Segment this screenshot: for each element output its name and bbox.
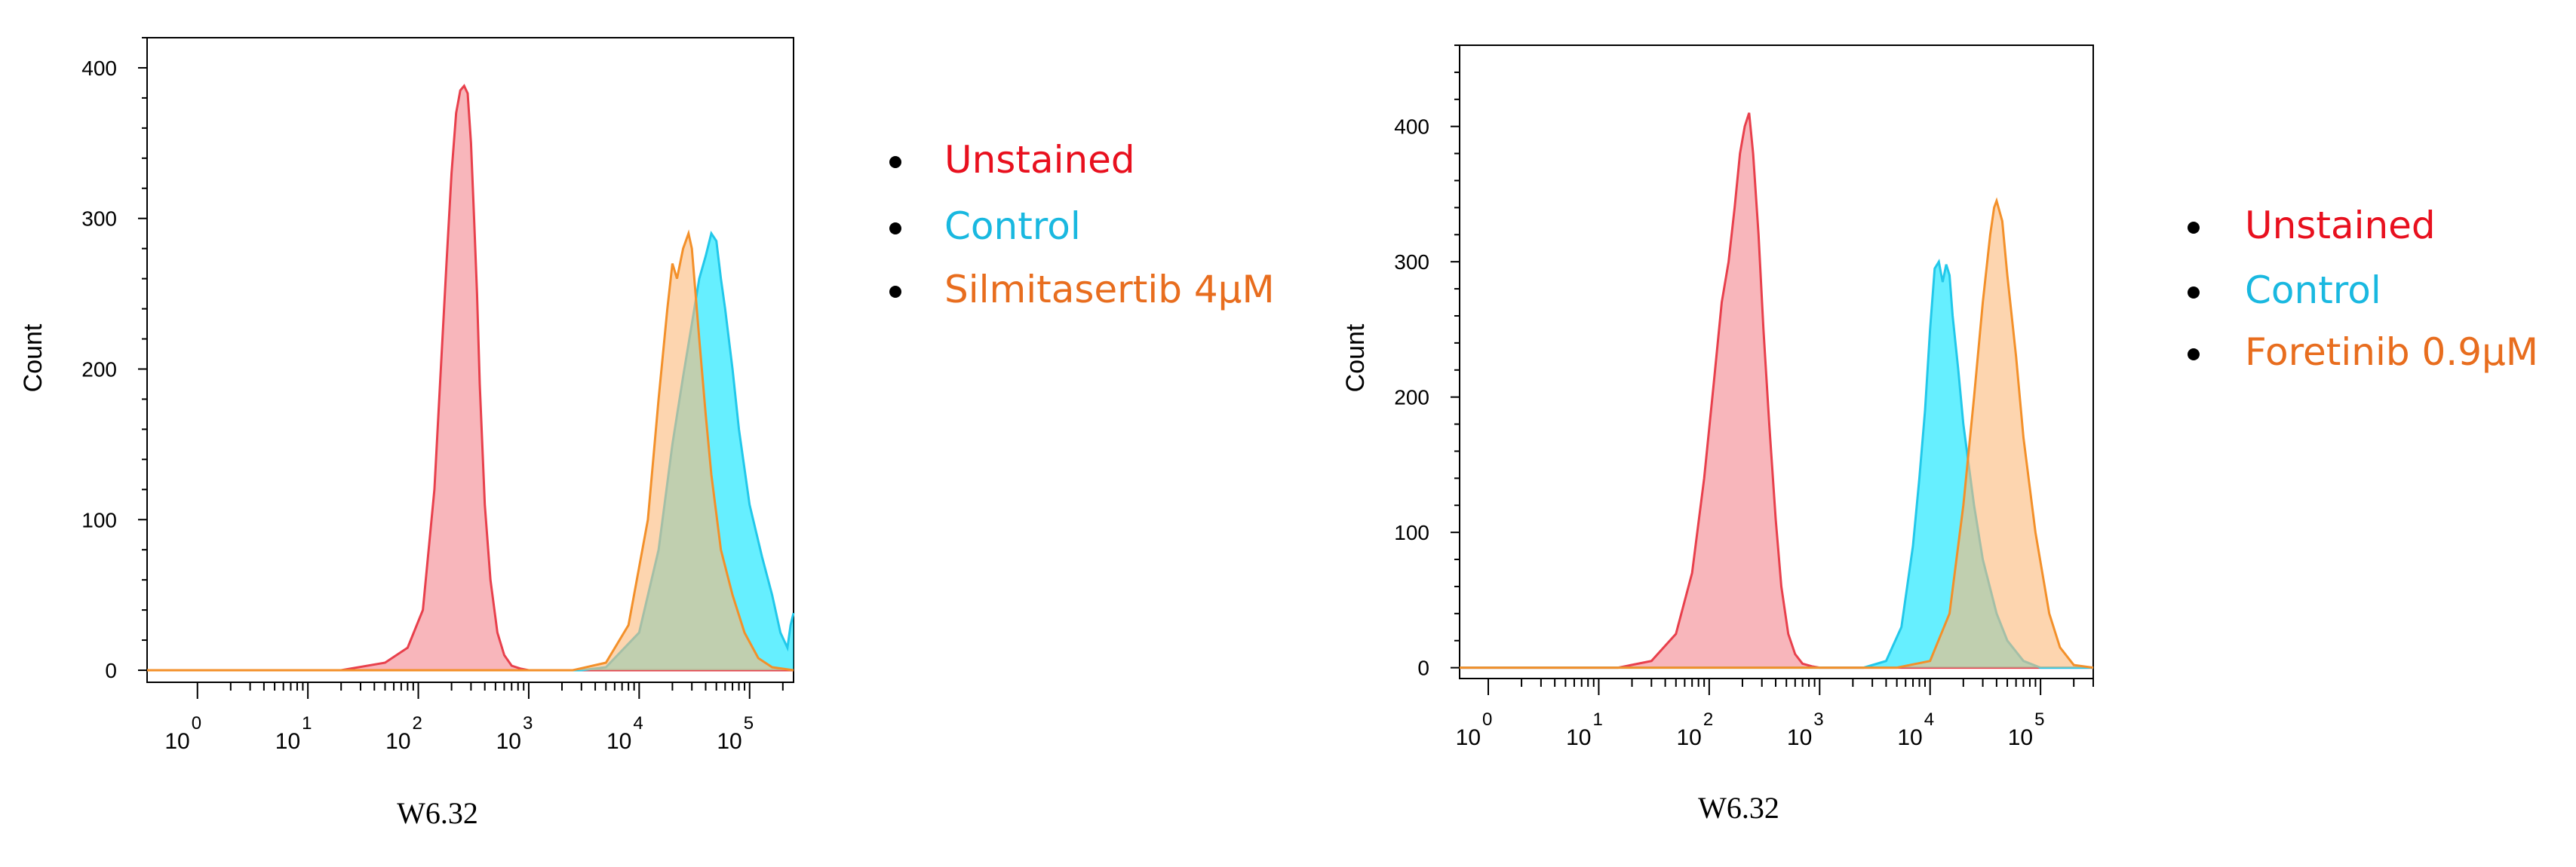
x-tick-exponent: 0 [192, 713, 201, 734]
series-line-unstained [147, 84, 794, 672]
legend-label-control: Control [2245, 268, 2381, 312]
x-tick-exponent: 0 [1482, 709, 1492, 730]
legend-label-unstained: Unstained [944, 138, 1135, 182]
legend-bullet [2188, 286, 2200, 299]
x-tick-exponent: 4 [633, 713, 643, 734]
x-tick-label: 10 [275, 729, 300, 754]
legend-item: Unstained [2188, 204, 2436, 247]
series-area-control [1460, 262, 2093, 668]
x-tick-label: 10 [1566, 725, 1591, 750]
x-tick-label: 10 [1456, 725, 1481, 750]
x-tick-exponent: 4 [1924, 709, 1934, 730]
x-tick-exponent: 2 [413, 713, 422, 734]
x-tick-exponent: 2 [1703, 709, 1713, 730]
x-tick-exponent: 3 [523, 713, 533, 734]
x-tick-exponent: 5 [744, 713, 754, 734]
y-tick-label: 400 [81, 57, 117, 80]
legend-bullet [889, 222, 901, 234]
series-area-unstained [147, 85, 794, 670]
y-axis-label: Count [1341, 323, 1370, 392]
x-tick-exponent: 1 [1592, 709, 1602, 730]
series-line-unstained [1460, 112, 2093, 669]
y-tick-label: 200 [1394, 386, 1429, 409]
legend-label-treatment: Silmitasertib 4µM [944, 268, 1275, 311]
legend-bullet [889, 286, 901, 298]
legend-item: Foretinib 0.9µM [2188, 330, 2538, 374]
y-tick-label: 300 [81, 207, 117, 231]
legend-bullet [2188, 222, 2200, 234]
y-tick-label: 300 [1394, 250, 1429, 274]
y-axis-label: Count [19, 323, 48, 392]
y-tick-label: 0 [1417, 657, 1429, 680]
x-tick-label: 10 [164, 729, 189, 754]
x-tick-exponent: 3 [1813, 709, 1823, 730]
legend-label-control: Control [944, 204, 1081, 248]
y-tick-label: 0 [105, 659, 117, 682]
x-axis-label: W6.32 [1698, 791, 1779, 825]
y-tick-label: 100 [81, 508, 117, 532]
x-tick-exponent: 5 [2034, 709, 2044, 730]
legend-label-treatment: Foretinib 0.9µM [2245, 330, 2538, 374]
legend-item: Unstained [889, 138, 1135, 182]
x-tick-label: 10 [606, 729, 631, 754]
x-tick-label: 10 [717, 729, 741, 754]
legend-label-unstained: Unstained [2245, 204, 2436, 247]
x-tick-label: 10 [2008, 725, 2033, 750]
legend-left: Unstained Control Silmitasertib 4µM [889, 138, 1275, 311]
legend-bullet [889, 156, 901, 168]
legend-item: Control [2188, 268, 2381, 312]
y-tick-label: 400 [1394, 115, 1429, 139]
x-tick-exponent: 1 [302, 713, 312, 734]
series-line-silmitasertib-4-m [147, 229, 794, 672]
series-area-silmitasertib-4-m [147, 233, 794, 670]
series-area-unstained [1460, 112, 2093, 668]
x-tick-label: 10 [385, 729, 410, 754]
series-area-foretinib-0-9-m [1460, 201, 2093, 668]
x-tick-label: 10 [496, 729, 521, 754]
x-tick-label: 10 [1897, 725, 1922, 750]
x-tick-label: 10 [1787, 725, 1812, 750]
y-tick-label: 100 [1394, 521, 1429, 544]
y-tick-label: 200 [81, 357, 117, 381]
legend-right: Unstained Control Foretinib 0.9µM [2188, 204, 2538, 374]
series-line-foretinib-0-9-m [1460, 197, 2094, 669]
x-tick-label: 10 [1676, 725, 1701, 750]
x-axis-label: W6.32 [397, 796, 478, 830]
legend-bullet [2188, 348, 2200, 360]
legend-item: Silmitasertib 4µM [889, 268, 1275, 311]
legend-item: Control [889, 204, 1081, 248]
